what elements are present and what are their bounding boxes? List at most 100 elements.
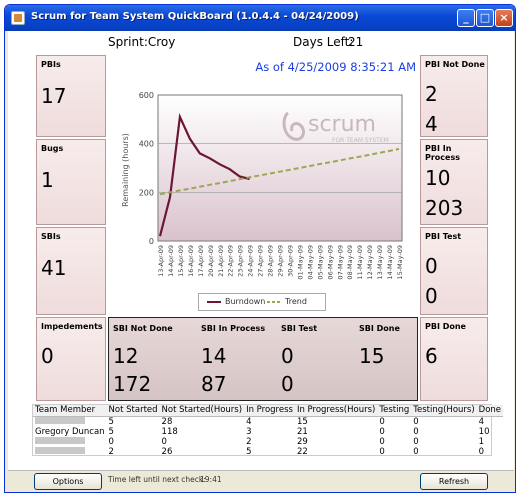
team-member-cell [33, 416, 107, 427]
chart-legend: Burndown Trend [198, 293, 326, 311]
x-tick-label: 16-Apr-09 [187, 245, 195, 277]
y-tick-label: 200 [139, 188, 154, 197]
column-header[interactable]: Not Started(Hours) [159, 405, 245, 417]
sbi-not-done-label: SBI Not Done [113, 324, 173, 333]
logo-subtext: FOR TEAM SYSTEM [332, 137, 389, 144]
next-check-label: Time left until next check: [108, 475, 206, 484]
table-cell: 21 [296, 426, 308, 437]
table-cell: 0 [379, 436, 385, 447]
x-tick-label: 13-May-09 [376, 245, 384, 280]
panel-value: 17 [41, 84, 67, 108]
table-cell: 0 [379, 446, 385, 457]
table-row[interactable]: Gregory Duncan 5 118 3 21 0 0 10 [33, 427, 503, 437]
table-cell: 10 [478, 426, 490, 437]
client-area: Sprint:Croy Days Left: 21 PBIs 17 Bugs 1… [8, 31, 514, 491]
table-cell: 0 [413, 436, 419, 447]
table-row[interactable]: 0 0 2 29 0 0 1 [33, 436, 503, 447]
x-tick-label: 06-May-09 [326, 245, 334, 280]
sbi-test-cell: SBI Test 0 0 [277, 318, 355, 402]
x-tick-label: 15-May-09 [396, 245, 404, 280]
app-window: Scrum for Team System QuickBoard (1.0.4.… [4, 4, 516, 493]
table-row[interactable]: 5 28 4 15 0 0 4 [33, 416, 503, 427]
close-button[interactable]: × [495, 9, 513, 27]
pbi-not-done-panel: PBI Not Done 2 4 [420, 55, 488, 137]
column-header[interactable]: Not Started [106, 405, 160, 417]
table-cell: 5 [108, 416, 114, 427]
sbi-in-process-label: SBI In Process [201, 324, 266, 333]
team-member-cell [33, 436, 107, 447]
legend-burndown-label: Burndown [225, 297, 266, 306]
team-member-cell: Gregory Duncan [35, 426, 105, 437]
table-cell: 22 [296, 446, 308, 457]
sbi-test-value: 0 [281, 344, 294, 368]
x-tick-label: 12-May-09 [366, 245, 374, 280]
series-line-trend [159, 148, 400, 196]
table-row[interactable]: 2 26 5 22 0 0 0 [33, 446, 503, 457]
sbi-done-label: SBI Done [359, 324, 400, 333]
redacted-name [35, 416, 85, 424]
column-header[interactable]: Testing(Hours) [411, 405, 477, 417]
table-cell: 2 [246, 436, 252, 447]
redacted-name [35, 436, 85, 444]
panel-value: 0 [41, 344, 54, 368]
sbi-done-value: 15 [359, 344, 385, 368]
column-header[interactable]: Done [476, 405, 504, 417]
table-cell: 29 [296, 436, 308, 447]
y-tick-label: 400 [139, 140, 154, 149]
series-line-burndown [158, 112, 250, 237]
table-cell: 2 [108, 446, 114, 457]
sbi-in-process-hours: 87 [201, 372, 227, 396]
pbi-in-process-panel: PBI In Process 10 203 [420, 139, 488, 225]
column-header[interactable]: Testing [377, 405, 412, 417]
days-left-value: 21 [348, 35, 364, 49]
panel-value: 6 [425, 344, 438, 368]
maximize-button[interactable]: □ [476, 9, 494, 27]
options-button[interactable]: Options [34, 473, 102, 490]
column-header[interactable]: Team Member [33, 405, 107, 417]
panel-value: 2 [425, 82, 438, 106]
minimize-button[interactable]: _ [457, 9, 475, 27]
sbi-not-done-hours: 172 [113, 372, 152, 396]
x-tick-label: 27-Apr-09 [257, 245, 265, 277]
x-tick-label: 05-May-09 [316, 245, 324, 280]
refresh-button[interactable]: Refresh [420, 473, 488, 490]
sbi-stats-grid: SBI Not Done 12 172 SBI In Process 14 87… [108, 317, 418, 401]
app-icon [11, 11, 25, 25]
x-tick-label: 15-Apr-09 [177, 245, 185, 277]
table-cell: 0 [379, 416, 385, 427]
x-tick-label: 28-Apr-09 [267, 245, 275, 277]
table-cell: 0 [413, 426, 419, 437]
table-cell: 0 [108, 436, 114, 447]
status-bar: Options Time left until next check: 19:4… [8, 470, 514, 491]
pbis-panel: PBIs 17 [36, 55, 106, 137]
table-cell: 4 [478, 416, 485, 427]
column-header[interactable]: In Progress [244, 405, 295, 417]
y-axis-label: Remaining (hours) [121, 133, 130, 207]
panel-label: PBI In Process [425, 144, 460, 162]
title-bar[interactable]: Scrum for Team System QuickBoard (1.0.4.… [5, 5, 515, 31]
x-tick-label: 13-Apr-09 [157, 245, 165, 277]
team-member-cell [33, 446, 107, 457]
panel-value-hours: 0 [425, 284, 438, 308]
x-tick-label: 14-May-09 [386, 245, 394, 280]
team-table: Team Member Not Started Not Started(Hour… [32, 404, 504, 457]
table-cell: 4 [246, 416, 252, 427]
panel-value: 1 [41, 168, 54, 192]
panel-value-hours: 4 [425, 112, 438, 136]
sbi-in-process-cell: SBI In Process 14 87 [197, 318, 277, 402]
days-left-label: Days Left: [293, 35, 354, 49]
sbi-test-hours: 0 [281, 372, 294, 396]
panel-label: PBI Test [425, 232, 462, 241]
x-tick-label: 01-May-09 [296, 245, 304, 280]
x-tick-label: 08-May-09 [346, 245, 354, 280]
panel-value: 0 [425, 254, 438, 278]
column-header[interactable]: In Progress(Hours) [294, 405, 378, 417]
panel-label: PBIs [41, 60, 61, 69]
redacted-name [35, 446, 85, 454]
pbi-done-panel: PBI Done 6 [420, 317, 488, 401]
sbi-not-done-cell: SBI Not Done 12 172 [109, 318, 195, 402]
table-cell: 0 [161, 436, 167, 447]
next-check-timer: 19:41 [200, 475, 222, 484]
table-cell: 0 [413, 416, 419, 427]
panel-label: SBIs [41, 232, 61, 241]
